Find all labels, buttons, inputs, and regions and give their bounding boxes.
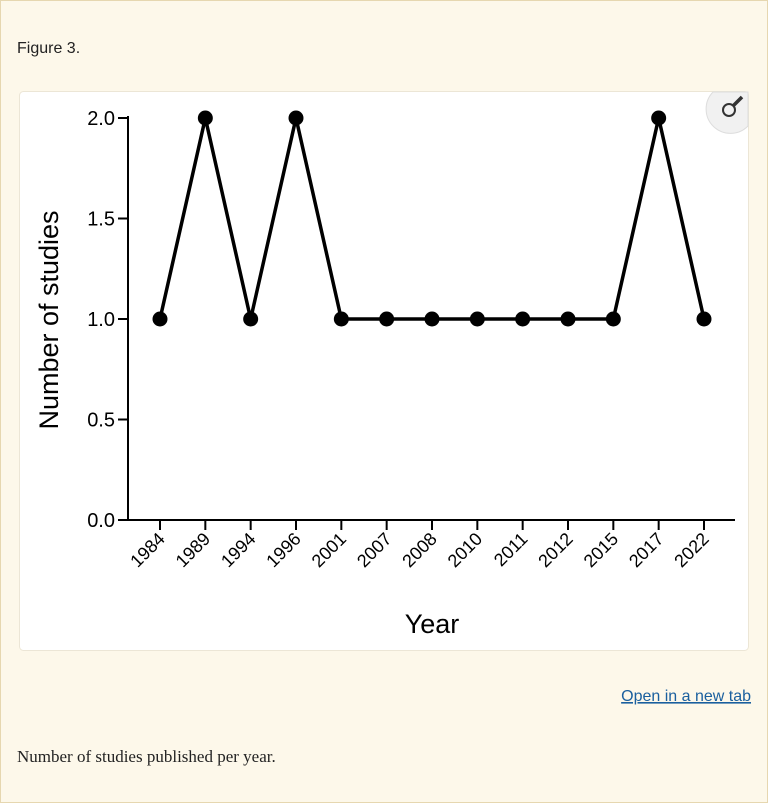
zoom-button[interactable] — [705, 91, 749, 134]
figure-box — [19, 91, 749, 651]
open-link[interactable]: Open in a new tab — [621, 688, 751, 705]
point — [515, 311, 531, 327]
point — [243, 311, 259, 327]
point — [605, 311, 621, 327]
point — [469, 311, 485, 327]
point — [424, 311, 440, 327]
y-tick-label: 1.5 — [87, 209, 115, 231]
y-axis-label: Number of studies — [34, 210, 64, 429]
y-tick-label: 2.0 — [87, 108, 115, 130]
x-axis-label: Year — [405, 609, 460, 639]
point — [333, 311, 349, 327]
y-tick-label: 1.0 — [87, 309, 115, 331]
point — [651, 110, 667, 126]
figure-label: Figure 3. — [17, 40, 80, 57]
point — [696, 311, 712, 327]
caption: Number of studies published per year. — [17, 747, 276, 766]
point — [560, 311, 576, 327]
point — [288, 110, 304, 126]
y-tick-label: 0.0 — [87, 510, 115, 532]
point — [152, 311, 168, 327]
point — [197, 110, 213, 126]
point — [379, 311, 395, 327]
y-tick-label: 0.5 — [87, 410, 115, 432]
